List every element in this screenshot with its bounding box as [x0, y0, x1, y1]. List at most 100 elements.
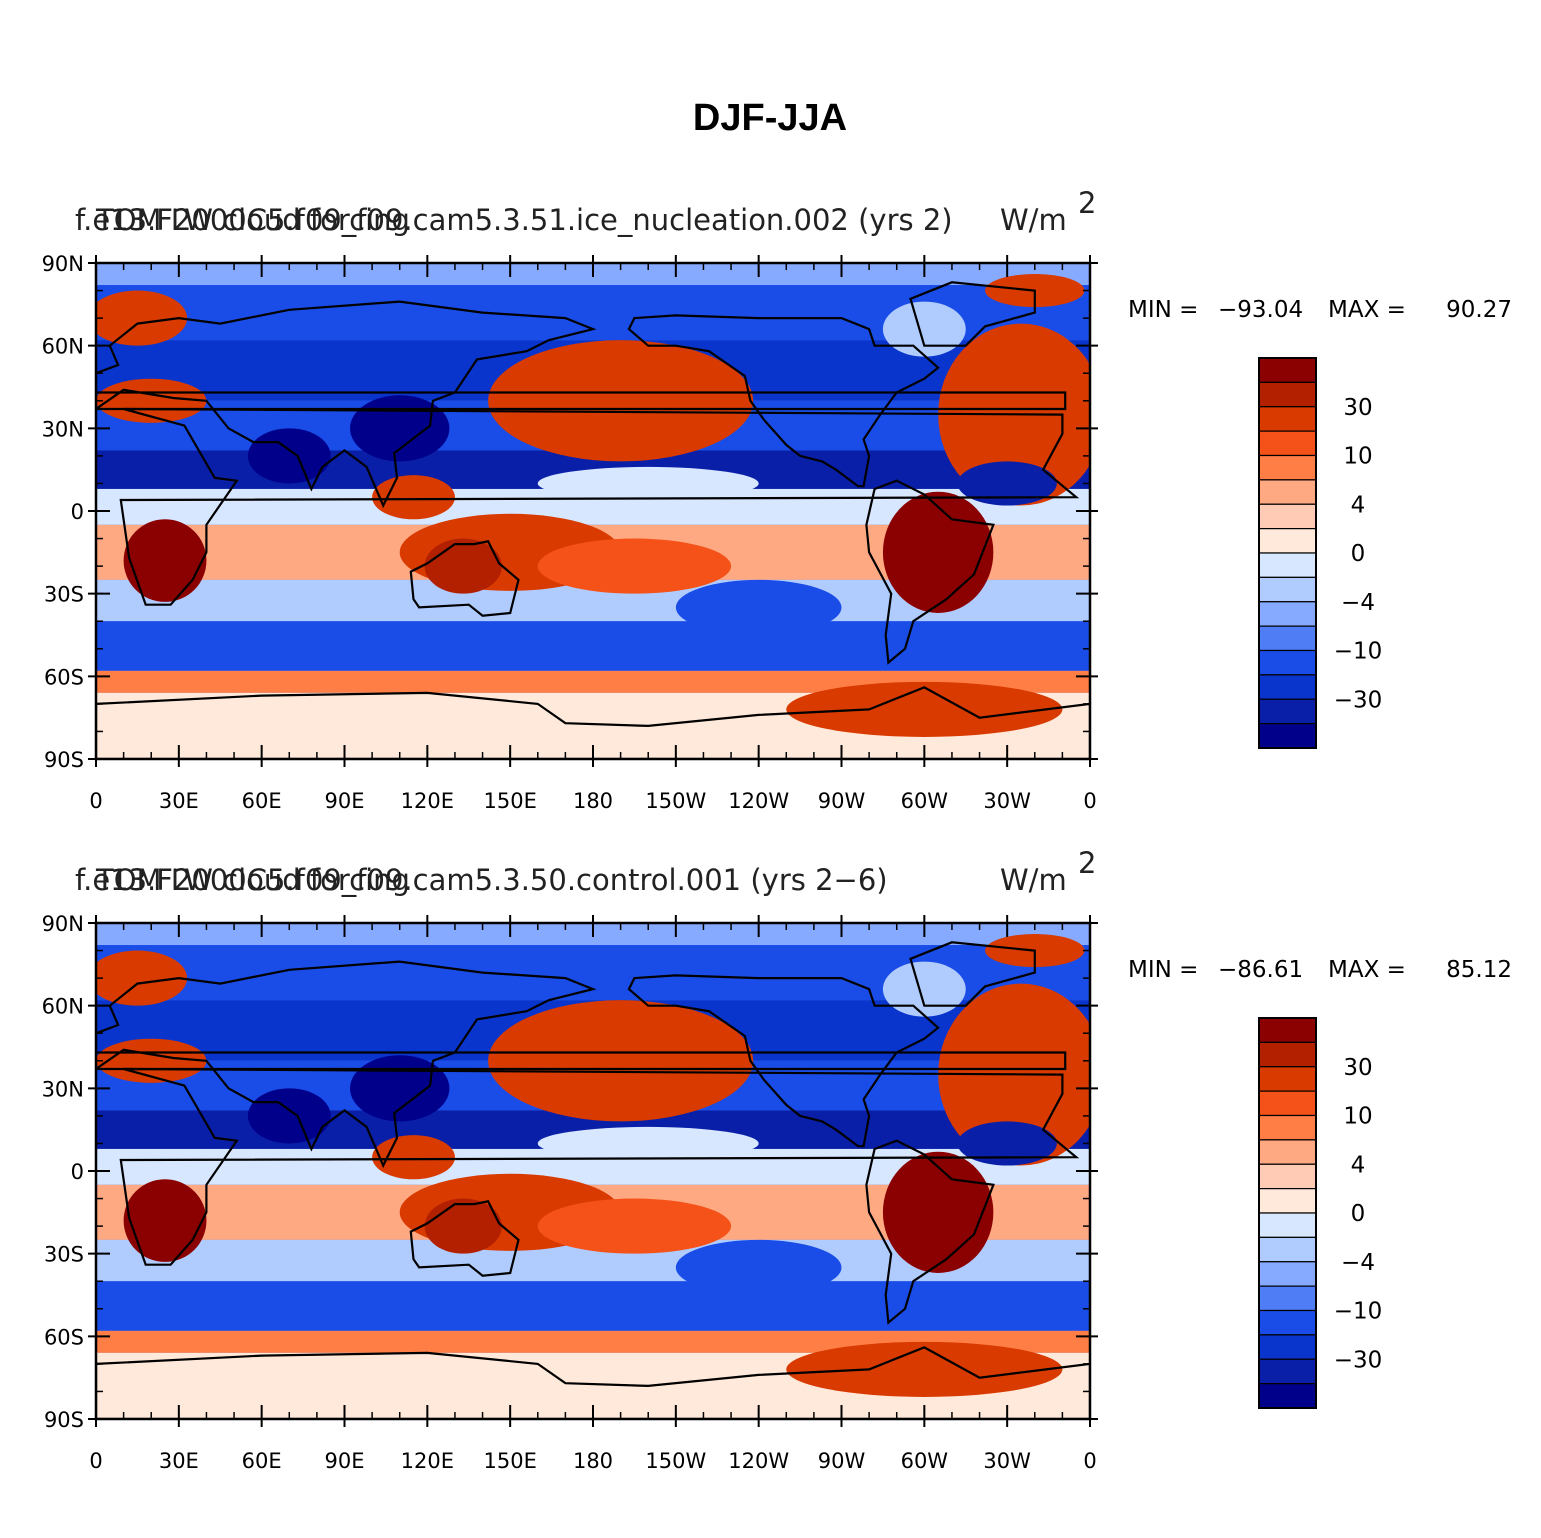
colorbar-swatch	[1258, 1261, 1317, 1287]
case-name-title: f.e13.F2000C5.f09_f09.cam5.3.50.control.…	[75, 863, 888, 897]
colorbar-swatch	[1258, 1358, 1317, 1385]
colorbar-swatch	[1258, 1334, 1317, 1360]
contour-band	[96, 621, 1090, 671]
contour-blob	[372, 475, 455, 520]
lat-tick-label: 90S	[44, 1408, 84, 1432]
lon-tick-label: 120E	[401, 789, 454, 813]
colorbar-swatch	[1258, 1212, 1317, 1238]
colorbar-swatch	[1258, 1383, 1317, 1409]
colorbar-swatch	[1258, 430, 1317, 457]
contour-blob	[488, 1000, 754, 1122]
colorbar-swatch	[1258, 552, 1317, 578]
lon-tick-label: 150W	[645, 789, 706, 813]
coastline	[96, 686, 1090, 759]
lat-tick-label: 0	[71, 1160, 84, 1184]
colorbar-swatch	[1258, 674, 1317, 700]
lon-tick-label: 60W	[901, 789, 949, 813]
lon-tick-label: 0	[1083, 1449, 1096, 1473]
colorbar-swatch	[1258, 454, 1317, 481]
coastline	[627, 314, 940, 488]
lon-tick-label: 30E	[159, 1449, 199, 1473]
variable-title: TOM LW cloud forcing	[95, 203, 410, 237]
coastline	[119, 1067, 1080, 1266]
min-value: −86.61	[1218, 957, 1303, 983]
contour-blob	[882, 301, 966, 357]
lon-tick-label: 150E	[483, 789, 536, 813]
colorbar-swatch	[1258, 1188, 1317, 1214]
lat-tick-label: 90S	[44, 748, 84, 772]
colorbar-swatch	[1258, 1114, 1317, 1141]
contour-blob	[488, 340, 754, 462]
coastline	[96, 1346, 1090, 1419]
lon-tick-label: 0	[89, 789, 102, 813]
colorbar-label: −4	[1341, 590, 1375, 616]
lon-tick-label: 30W	[983, 789, 1031, 813]
colorbar: 30 10 4 0 −4 −10 −30	[1258, 1017, 1383, 1409]
contour-blob	[537, 1198, 732, 1254]
contour-blob	[96, 950, 188, 1006]
contour-band	[96, 670, 1090, 693]
colorbar-swatch	[1258, 528, 1317, 554]
lat-tick-label: 30S	[44, 583, 84, 607]
lon-tick-label: 90W	[818, 1449, 866, 1473]
lat-tick-label: 60S	[44, 665, 84, 689]
contour-blob	[786, 681, 1063, 737]
lon-tick-label: 120E	[401, 1449, 454, 1473]
lon-tick-label: 90E	[325, 789, 365, 813]
coastline	[119, 407, 1080, 606]
coastline	[865, 479, 995, 665]
colorbar-frame	[1258, 357, 1317, 749]
coastline	[409, 540, 520, 617]
colorbar-swatch	[1258, 1017, 1317, 1043]
lon-tick-label: 120W	[728, 789, 789, 813]
coastline	[96, 960, 1067, 1169]
lon-tick-label: 60E	[242, 1449, 282, 1473]
units-exponent: 2	[1078, 186, 1096, 220]
contour-blob	[96, 290, 188, 346]
contour-blob	[882, 491, 994, 613]
coastline	[909, 281, 1036, 347]
colorbar-swatch	[1258, 479, 1317, 505]
contour-blob	[123, 519, 207, 602]
lat-tick-label: 90N	[42, 912, 84, 936]
colorbar-swatch	[1258, 601, 1317, 627]
min-value: −93.04	[1218, 297, 1303, 323]
contour-blob	[537, 538, 732, 594]
colorbar-label: 0	[1351, 541, 1366, 567]
colorbar-label: 0	[1351, 1201, 1366, 1227]
lat-tick-label: 60N	[42, 335, 84, 359]
colorbar-swatch	[1258, 406, 1317, 432]
variable-title: TOM LW cloud forcing	[95, 863, 410, 897]
lon-tick-label: 90W	[818, 789, 866, 813]
lon-tick-label: 60W	[901, 1449, 949, 1473]
lat-tick-label: 90N	[42, 252, 84, 276]
max-value: 85.12	[1446, 957, 1512, 983]
contour-band	[96, 1281, 1090, 1331]
colorbar-swatch	[1258, 1090, 1317, 1117]
coastline	[627, 974, 940, 1148]
contour-field	[96, 923, 1090, 1419]
coastline	[96, 300, 1067, 509]
contour-band	[96, 1330, 1090, 1353]
lat-tick-label: 30N	[42, 1077, 84, 1101]
contour-blob	[675, 1239, 842, 1295]
lon-tick-label: 30E	[159, 789, 199, 813]
contour-blob	[882, 1151, 994, 1273]
contour-blob	[123, 1179, 207, 1262]
coastline	[409, 1200, 520, 1277]
colorbar-swatch	[1258, 625, 1317, 652]
colorbar-label: 10	[1343, 444, 1372, 470]
colorbar-label: −10	[1334, 1299, 1383, 1325]
lon-tick-label: 30W	[983, 1449, 1031, 1473]
contour-blob	[882, 961, 966, 1017]
colorbar-swatch	[1258, 723, 1317, 749]
lat-tick-label: 60N	[42, 995, 84, 1019]
contour-blob	[350, 395, 450, 462]
colorbar-swatch	[1258, 1139, 1317, 1165]
units-title: W/m	[1000, 863, 1067, 897]
contour-blob	[675, 579, 842, 635]
colorbar: 30 10 4 0 −4 −10 −30	[1258, 357, 1382, 749]
contour-blob	[957, 1121, 1057, 1166]
colorbar-label: 30	[1343, 395, 1372, 421]
